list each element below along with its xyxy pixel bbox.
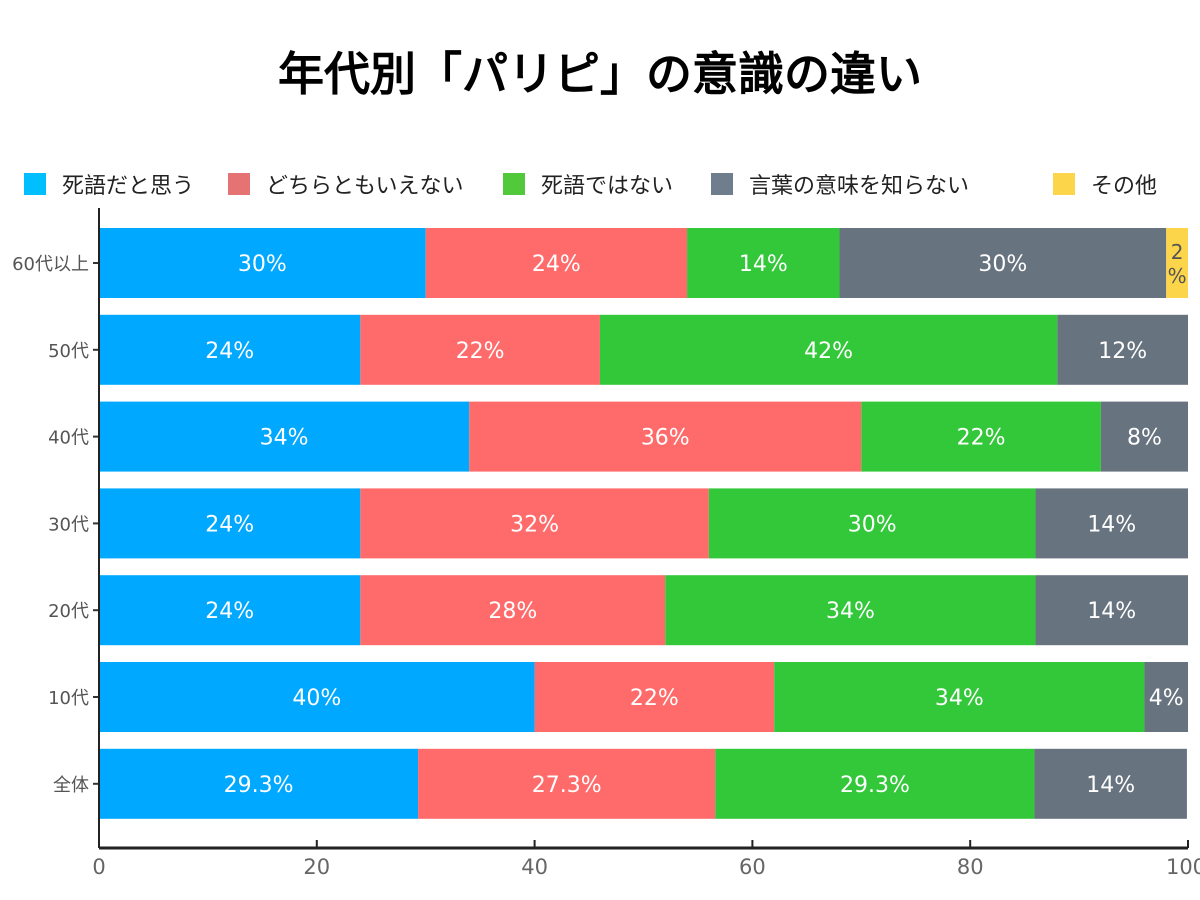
data-label: 14% <box>1086 773 1135 798</box>
y-tick-label: 50代 <box>48 341 89 362</box>
legend-label: 言葉の意味を知らない <box>749 174 970 199</box>
data-label: 34% <box>260 426 309 451</box>
y-tick-label: 全体 <box>53 775 89 796</box>
data-label: 22% <box>957 426 1006 451</box>
legend-item-dochira: どちらともいえない <box>228 166 464 202</box>
x-tick-label: 40 <box>521 855 548 879</box>
legend-swatch <box>711 173 733 195</box>
data-label: 29.3% <box>224 773 294 798</box>
bar-segment <box>99 662 535 732</box>
legend-item-sonota: その他 <box>1053 166 1157 202</box>
bar-segment <box>469 401 862 472</box>
y-tick-label: 30代 <box>48 514 89 535</box>
data-label: 24% <box>205 512 254 537</box>
legend-label: 死語だと思う <box>62 174 195 199</box>
bar-segment <box>99 575 361 646</box>
data-label: 34% <box>935 686 984 711</box>
legend-label: 死語ではない <box>541 174 674 199</box>
bar-segment <box>1057 314 1188 385</box>
bar-segment <box>99 314 361 385</box>
bar-segment <box>715 748 1035 819</box>
bar-segment <box>1035 575 1188 646</box>
data-label: 36% <box>641 426 690 451</box>
bar-segment <box>418 748 716 819</box>
bar-segment <box>99 748 419 819</box>
data-label: 29.3% <box>840 773 910 798</box>
bar-segment <box>861 401 1101 472</box>
x-tick-label: 60 <box>739 855 766 879</box>
legend: 死語だと思う どちらともいえない 死語ではない 言葉の意味を知らない その他 <box>0 166 1200 202</box>
x-tick-label: 0 <box>92 855 105 879</box>
data-label: 30% <box>978 252 1027 277</box>
chart-title: 年代別「パリピ」の意識の違い <box>278 47 922 101</box>
legend-item-shiranai: 言葉の意味を知らない <box>711 166 969 202</box>
bar-segment <box>1035 488 1188 559</box>
legend-label: その他 <box>1091 174 1158 199</box>
data-label: 30% <box>238 252 287 277</box>
data-label: 4% <box>1149 686 1184 711</box>
data-label: 28% <box>488 599 537 624</box>
bar-segment <box>99 228 426 298</box>
bar-segment <box>665 575 1036 646</box>
data-label: 2 <box>1171 240 1184 264</box>
legend-label: どちらともいえない <box>266 174 464 199</box>
bar-segment <box>360 488 709 559</box>
bar-segment <box>1034 748 1187 819</box>
data-label: 14% <box>739 252 788 277</box>
data-label: 42% <box>804 339 853 364</box>
legend-item-shigo-dewanai: 死語ではない <box>503 166 673 202</box>
bar-segment <box>360 575 666 646</box>
x-tick-label: 100 <box>1166 855 1200 879</box>
data-label: 24% <box>205 599 254 624</box>
data-label: 14% <box>1087 512 1136 537</box>
legend-swatch <box>503 173 525 195</box>
data-label: 32% <box>510 512 559 537</box>
y-tick-label: 40代 <box>48 428 89 449</box>
data-label: 30% <box>848 512 897 537</box>
legend-swatch <box>24 173 46 195</box>
bar-segment <box>534 662 775 732</box>
bar-segment <box>839 228 1167 298</box>
legend-item-shigo-da: 死語だと思う <box>24 166 194 202</box>
bar-segment <box>99 401 470 472</box>
data-label: 22% <box>456 339 505 364</box>
bar-segment <box>360 314 600 385</box>
bar-segment <box>1166 228 1188 298</box>
data-label: 12% <box>1098 339 1147 364</box>
data-label: 14% <box>1087 599 1136 624</box>
y-tick-label: 60代以上 <box>12 254 89 275</box>
y-tick-label: 10代 <box>48 688 89 709</box>
bar-segment <box>708 488 1036 559</box>
data-label: 24% <box>205 339 254 364</box>
data-label: 34% <box>826 599 875 624</box>
data-label: 27.3% <box>532 773 602 798</box>
data-label: 24% <box>532 252 581 277</box>
data-label: % <box>1168 264 1187 288</box>
bar-segment <box>687 228 840 298</box>
data-label: 22% <box>630 686 679 711</box>
bar-segment <box>1100 401 1188 472</box>
bar-segment <box>99 488 361 559</box>
y-tick-label: 20代 <box>48 601 89 622</box>
x-tick-label: 80 <box>957 855 984 879</box>
x-tick-label: 20 <box>303 855 330 879</box>
legend-swatch <box>1053 173 1075 195</box>
data-label: 40% <box>292 686 341 711</box>
data-label: 8% <box>1127 426 1162 451</box>
bar-segment <box>599 314 1058 385</box>
legend-swatch <box>228 173 250 195</box>
bar-segment <box>425 228 688 298</box>
bar-segment <box>774 662 1145 732</box>
bar-segment <box>1144 662 1188 732</box>
